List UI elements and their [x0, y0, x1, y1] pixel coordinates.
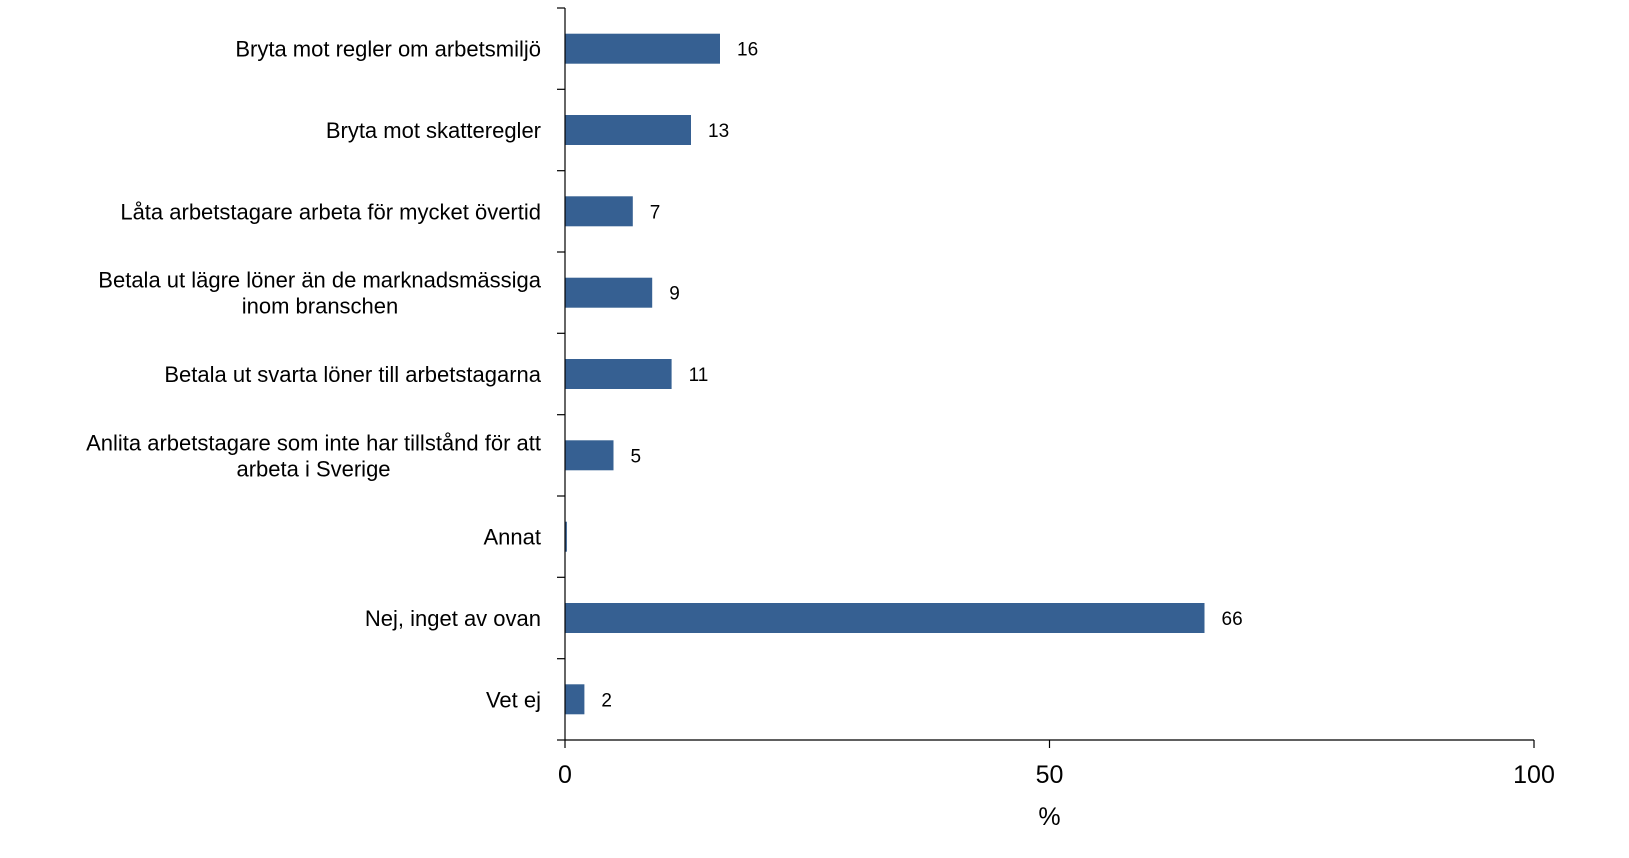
bar	[565, 33, 720, 64]
data-label: 2	[601, 690, 612, 711]
bar	[565, 359, 672, 389]
x-tick-label: 0	[558, 761, 572, 789]
category-label: Vet ej	[486, 687, 541, 712]
axes-group: 0 50 100	[557, 7, 1555, 789]
x-axis-title: %	[1038, 803, 1060, 831]
bar	[565, 603, 1205, 633]
bars-group	[565, 33, 1205, 715]
value-labels-group: 16 13 7 9 11 5 66 2	[601, 40, 1242, 712]
category-label: Annat	[484, 525, 542, 550]
data-label: 5	[631, 446, 642, 467]
category-label: Betala ut lägre löner än de marknadsmäss…	[98, 268, 541, 293]
bar	[565, 521, 567, 552]
x-tick-label: 100	[1513, 761, 1555, 789]
bar	[565, 440, 614, 471]
category-label: inom branschen	[242, 294, 399, 319]
data-label: 9	[669, 284, 680, 305]
data-label: 66	[1222, 609, 1243, 630]
category-label: Bryta mot skatteregler	[326, 118, 541, 143]
category-label: Bryta mot regler om arbetsmiljö	[235, 37, 541, 62]
data-label: 7	[650, 202, 661, 223]
data-label: 11	[689, 365, 709, 386]
x-tick-label: 50	[1036, 761, 1064, 789]
category-labels-group: Bryta mot regler om arbetsmiljö Bryta mot…	[86, 37, 542, 713]
category-label: arbeta i Sverige	[236, 456, 390, 481]
category-label: Låta arbetstagare arbeta för mycket över…	[120, 199, 541, 224]
bar	[565, 115, 691, 145]
bar	[565, 196, 633, 227]
data-label: 13	[708, 121, 729, 142]
bar	[565, 684, 585, 715]
data-label: 16	[737, 40, 758, 61]
bar	[565, 277, 653, 308]
category-label: Anlita arbetstagare som inte har tillstå…	[86, 430, 541, 455]
category-label: Betala ut svarta löner till arbetstagarn…	[164, 362, 541, 387]
category-label: Nej, inget av ovan	[365, 606, 541, 631]
